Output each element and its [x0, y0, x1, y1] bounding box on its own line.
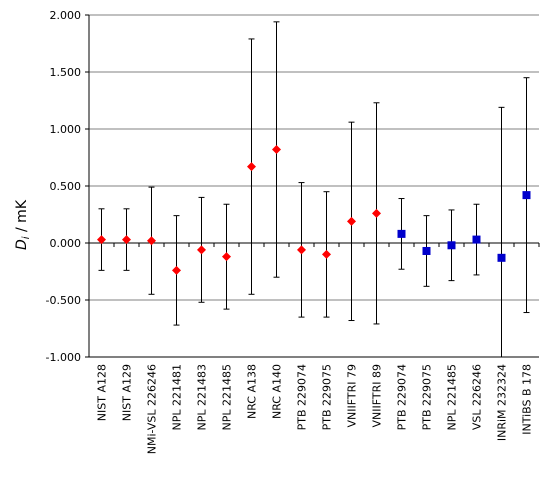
y-tick-label: -0.500 [46, 294, 81, 307]
error-bars [98, 21, 530, 358]
y-tick-label: 0.500 [50, 180, 82, 193]
data-point-diamond [122, 235, 131, 245]
x-tick-label: PTB 229074 [396, 364, 409, 430]
x-tick-label: VSL 226246 [471, 364, 484, 430]
data-point-diamond [272, 145, 281, 155]
y-tick-label: 1.000 [50, 123, 82, 136]
data-point-diamond [247, 162, 256, 172]
x-tick-label: NPL 221481 [171, 364, 184, 430]
data-point-diamond [347, 216, 356, 226]
data-point-square [447, 241, 456, 250]
data-point-diamond [147, 236, 156, 246]
data-point-diamond [172, 265, 181, 275]
x-tick-label: NIST A129 [121, 364, 134, 421]
x-tick-label: NPL 221483 [196, 364, 209, 430]
data-point-diamond [297, 245, 306, 255]
data-point-diamond [222, 252, 231, 262]
x-tick-label: INTiBS B 178 [521, 364, 534, 435]
data-point-square [422, 246, 431, 255]
y-axis-label-sub: i [21, 236, 32, 239]
x-tick-label: NIST A128 [96, 364, 109, 421]
data-markers [97, 145, 531, 275]
x-tick-label: PTB 229074 [296, 364, 309, 430]
data-point-square [497, 253, 506, 262]
x-tick-label: NMi-VSL 226246 [146, 364, 159, 454]
y-tick-label: 2.000 [50, 9, 82, 22]
x-tick-labels: NIST A128 NIST A129 NMi-VSL 226246 NPL 2214… [96, 364, 534, 454]
x-tick-label: NRC A140 [271, 364, 284, 419]
y-tick-label: 1.500 [50, 66, 82, 79]
y-axis-label-main: D [14, 239, 30, 250]
axes [85, 14, 540, 358]
data-point-square [522, 191, 531, 200]
x-tick-label: VNIIFTRI 89 [371, 364, 384, 427]
data-point-diamond [372, 208, 381, 218]
y-axis-label: Di / mK [14, 199, 32, 250]
x-tick-label: NRC A138 [246, 364, 259, 419]
x-tick-label: INRiM 232324 [496, 364, 509, 441]
data-point-diamond [322, 249, 331, 259]
x-tick-label: NPL 221485 [221, 364, 234, 430]
x-tick-label: PTB 229075 [421, 364, 434, 430]
x-tick-label: VNIIFTRI 79 [346, 364, 359, 427]
y-tick-label: -1.000 [46, 351, 81, 364]
data-point-diamond [97, 235, 106, 245]
x-tick-label: PTB 229075 [321, 364, 334, 430]
data-point-diamond [197, 245, 206, 255]
y-axis-label-unit: / mK [14, 199, 30, 236]
data-point-square [397, 229, 406, 238]
x-tick-label: NPL 221485 [446, 364, 459, 430]
gridlines [89, 14, 539, 301]
y-tick-label: 0.000 [50, 237, 82, 250]
data-point-square [472, 235, 481, 244]
y-tick-labels: 2.000 1.500 1.000 0.500 0.000 -0.500 -1.000 [46, 9, 81, 364]
